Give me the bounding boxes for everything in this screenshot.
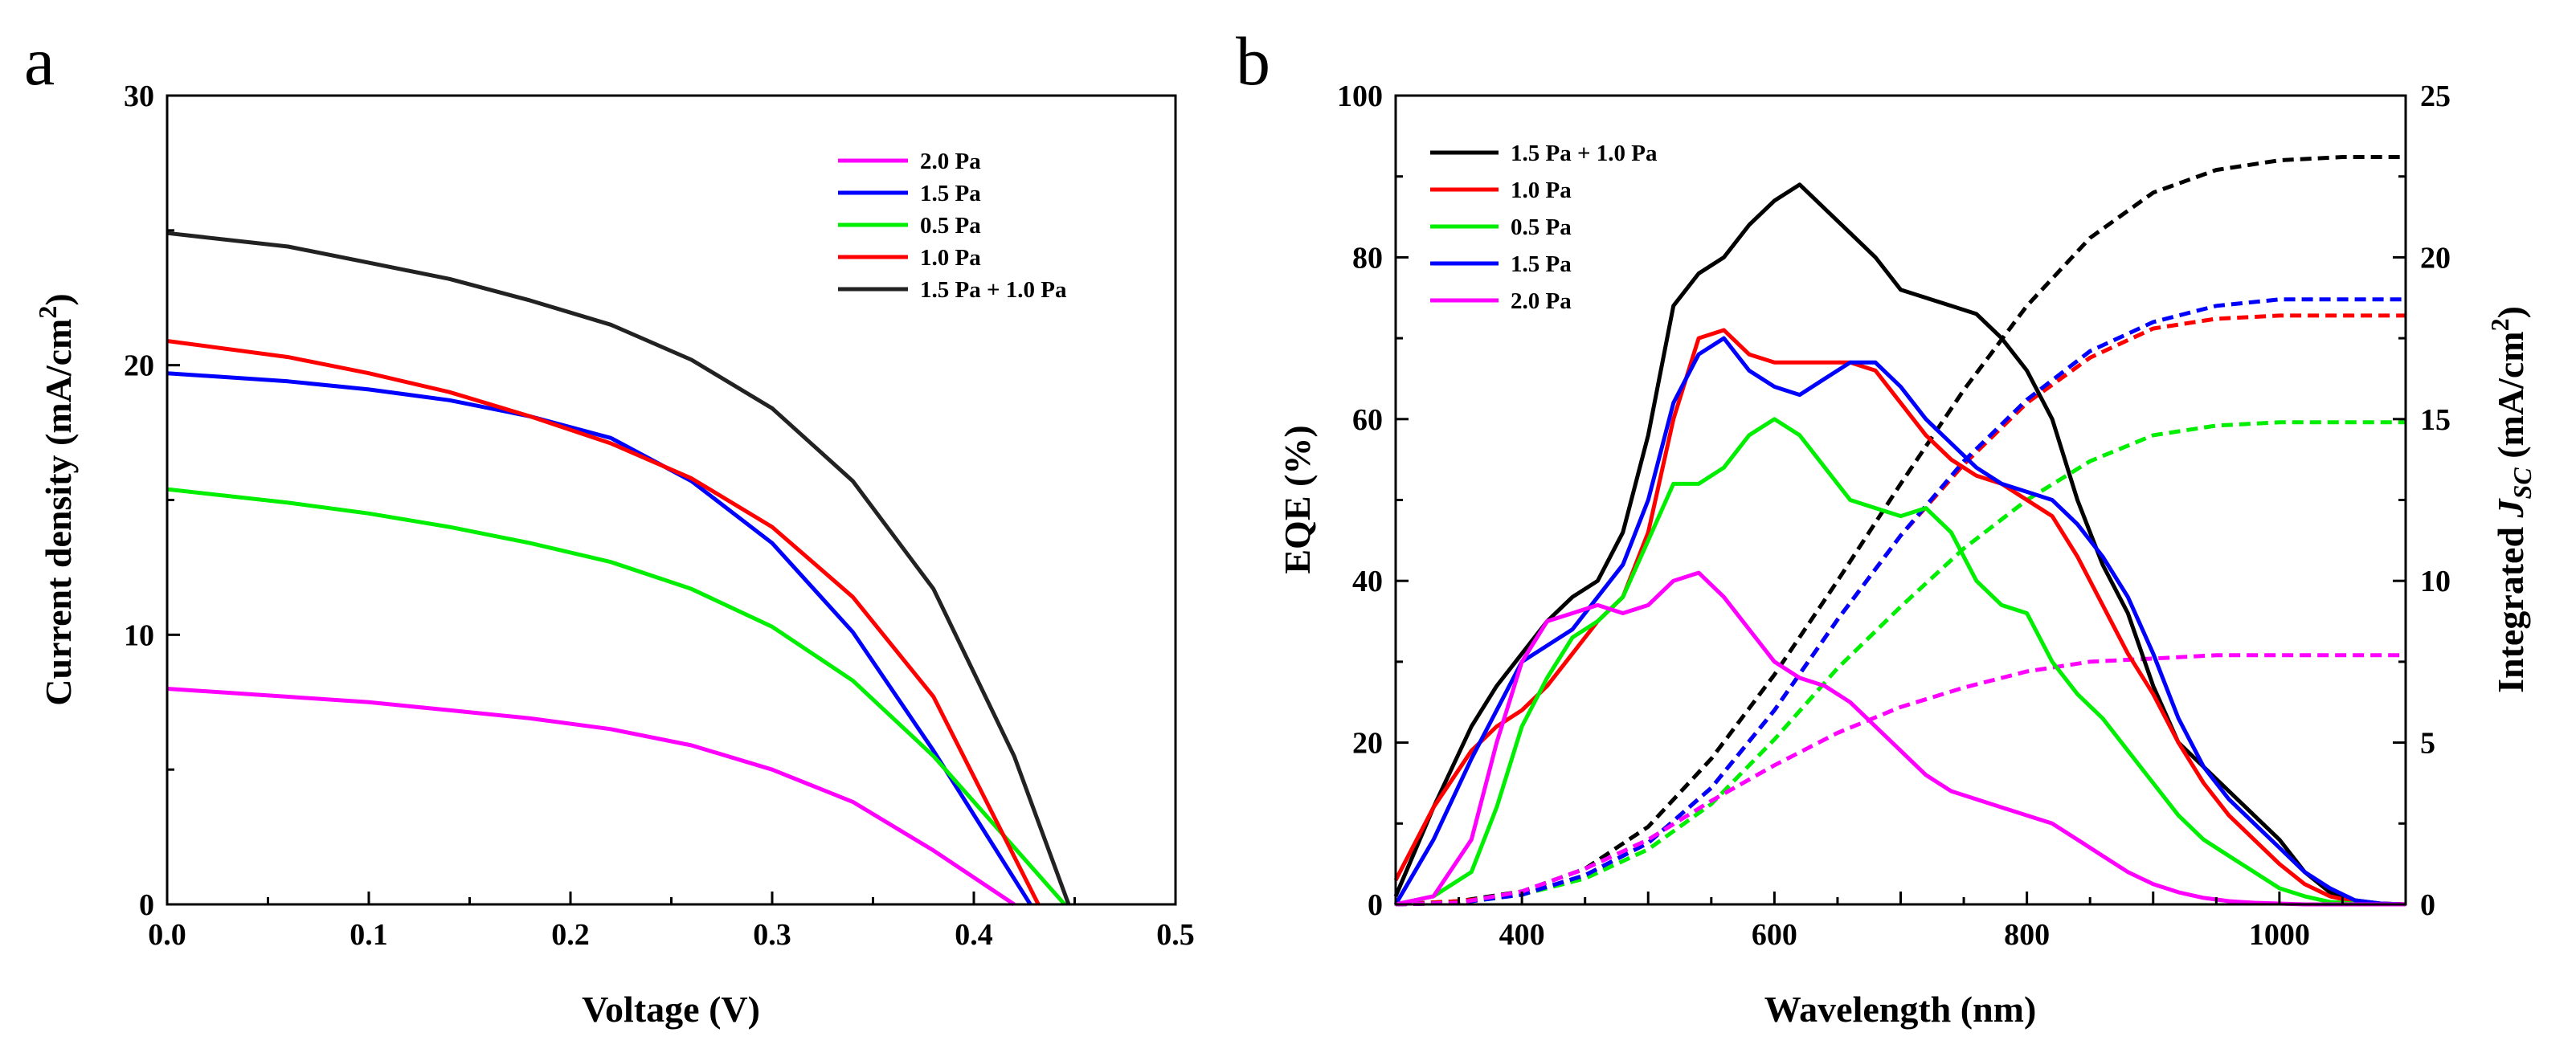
panel-a-ylabel-text: Current density (mA/cm xyxy=(38,319,79,706)
panel-a-legend-label: 0.5 Pa xyxy=(920,213,981,239)
panel-a-xtick-label: 0.0 xyxy=(148,918,186,952)
panel-a-ytick-label: 30 xyxy=(124,80,154,113)
panel-a-legend-label: 1.0 Pa xyxy=(920,245,981,271)
panel-b-label: b xyxy=(1236,22,1270,100)
panel-b-xtick-label: 800 xyxy=(2004,918,2050,952)
panel-b-jsc-2-0-pa xyxy=(1395,653,2406,907)
panel-a-xtick-label: 0.3 xyxy=(753,918,791,952)
panel-a-legend-label: 2.0 Pa xyxy=(920,149,981,174)
panel-a-ticks: 0.0 0.1 0.2 0.3 0.4 0.5 0 10 20 30 xyxy=(124,80,1195,952)
panel-a-ytick-label: 10 xyxy=(124,618,154,652)
panel-b-xtick-label: 600 xyxy=(1752,918,1797,952)
panel-b-eqe-1-0-pa xyxy=(1393,328,2406,907)
panel-a-series-1-5-pa-1-0-pa xyxy=(166,231,1071,905)
panel-b-legend-label: 1.5 Pa xyxy=(1511,251,1572,277)
panel-b-y2tick-label: 25 xyxy=(2420,80,2451,113)
panel-b-eqe-0-5-pa xyxy=(1395,417,2406,907)
panel-b-y2tick-label: 20 xyxy=(2420,241,2451,275)
panel-b-y2tick-label: 10 xyxy=(2420,565,2451,598)
panel-a-series-2-0-pa xyxy=(166,687,1016,907)
panel-a-xtick-label: 0.4 xyxy=(955,918,993,952)
panel-b-legend-label: 1.5 Pa + 1.0 Pa xyxy=(1511,141,1658,166)
panel-a-legend-label: 1.5 Pa xyxy=(920,181,981,206)
panel-b-jsc-0-5-pa xyxy=(1395,420,2406,907)
panel-b-y2label-end: ) xyxy=(2490,306,2531,318)
panel-b-y2label-j: J xyxy=(2490,497,2531,518)
panel-b-legend: 1.5 Pa + 1.0 Pa 1.0 Pa 0.5 Pa 1.5 Pa 2.0 Pa xyxy=(1430,141,1658,314)
panel-b-y2label-unit: (mA/cm xyxy=(2490,331,2531,467)
panel-b-xlabel: Wavelength (nm) xyxy=(1764,989,2037,1030)
panel-a-label: a xyxy=(24,22,55,100)
panel-a-xtick-label: 0.5 xyxy=(1156,918,1195,952)
panel-a-ylabel-sup: 2 xyxy=(33,306,62,319)
panel-b-y2label-sup: 2 xyxy=(2485,318,2514,331)
panel-a-ytick-label: 20 xyxy=(124,349,154,383)
panel-a-ylabel-end: ) xyxy=(38,293,79,305)
panel-b-series xyxy=(1393,155,2406,907)
panel-a-series-1-0-pa xyxy=(166,339,1041,906)
panel-b-xtick-label: 400 xyxy=(1499,918,1545,952)
panel-b-ytick-label: 80 xyxy=(1352,241,1383,275)
panel-b-ytick-label: 20 xyxy=(1352,727,1383,761)
panel-b-eqe-1-5-pa xyxy=(1393,336,2406,907)
panel-a-xlabel: Voltage (V) xyxy=(582,989,760,1030)
panel-a-ytick-label: 0 xyxy=(139,888,154,922)
panel-b-ylabel: EQE (%) xyxy=(1277,425,1318,573)
panel-b-jsc-1-5-pa xyxy=(1395,297,2406,907)
panel-b-y2label: Integrated JSC (mA/cm2) xyxy=(2485,306,2537,693)
panel-a-series xyxy=(166,231,1071,907)
panel-a-xtick-label: 0.1 xyxy=(350,918,388,952)
panel-b-legend-label: 2.0 Pa xyxy=(1511,288,1572,314)
panel-a-legend-label: 1.5 Pa + 1.0 Pa xyxy=(920,277,1067,303)
panel-b-ytick-label: 40 xyxy=(1352,565,1383,598)
panel-a-xtick-label: 0.2 xyxy=(551,918,590,952)
panel-a-ylabel: Current density (mA/cm2) xyxy=(33,293,79,705)
panel-a-legend: 2.0 Pa 1.5 Pa 0.5 Pa 1.0 Pa 1.5 Pa + 1.0 Pa xyxy=(838,149,1067,303)
panel-b-jsc-1-5-pa-1-0-pa xyxy=(1395,155,2406,907)
panel-b-eqe-1-5-pa-1-0-pa xyxy=(1393,182,2406,907)
panel-b-ytick-label: 60 xyxy=(1352,403,1383,437)
panel-b-xtick-label: 1000 xyxy=(2249,918,2310,952)
panel-b-eqe-2-0-pa xyxy=(1395,570,2406,907)
panel-b-legend-label: 0.5 Pa xyxy=(1511,214,1572,240)
panel-b-ytick-label: 100 xyxy=(1337,80,1383,113)
panel-b-y2label-prefix: Integrated xyxy=(2490,517,2531,692)
panel-b-y2tick-label: 15 xyxy=(2420,403,2451,437)
panel-b-y2label-sub: SC xyxy=(2508,467,2537,500)
panel-a-series-0-5-pa xyxy=(166,487,1066,906)
panel-b-legend-label: 1.0 Pa xyxy=(1511,178,1572,203)
panel-b-y2tick-label: 0 xyxy=(2420,888,2435,922)
panel-b-ytick-label: 0 xyxy=(1368,888,1383,922)
panel-b-y2tick-label: 5 xyxy=(2420,727,2435,761)
panel-a-series-1-5-pa xyxy=(166,371,1032,906)
